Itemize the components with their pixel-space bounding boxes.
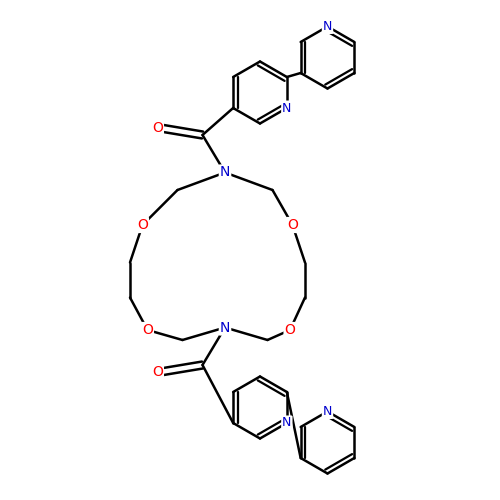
Text: O: O [152,366,163,380]
Text: O: O [137,218,148,232]
Text: N: N [282,102,292,114]
Text: O: O [287,218,298,232]
Text: O: O [142,323,153,337]
Text: N: N [323,20,332,33]
Text: O: O [152,120,163,134]
Text: N: N [220,166,230,179]
Text: N: N [220,320,230,334]
Text: N: N [282,416,292,430]
Text: N: N [323,405,332,418]
Text: O: O [284,323,296,337]
